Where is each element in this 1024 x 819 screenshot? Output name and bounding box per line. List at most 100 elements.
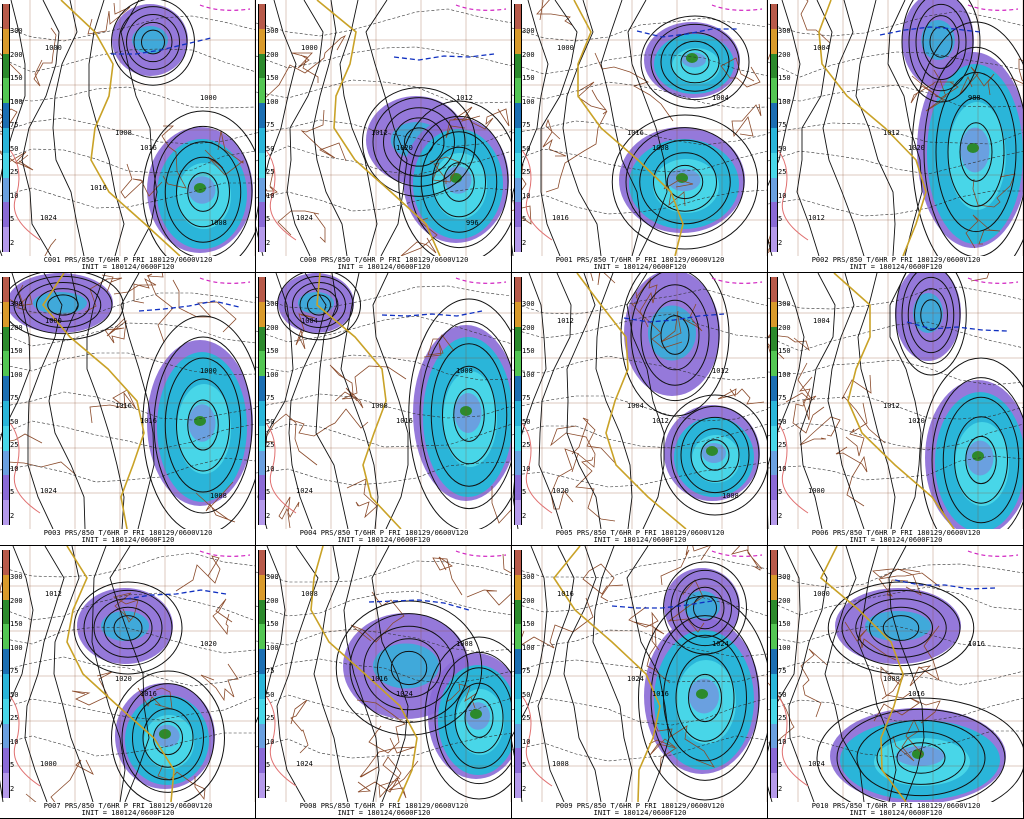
colorbar-swatch: [514, 351, 522, 377]
colorbar-tick-label: 300: [522, 300, 535, 308]
colorbar-swatch: [2, 748, 10, 774]
colorbar-tick-label: 300: [522, 27, 535, 35]
colorbar-tick-label: 5: [10, 488, 15, 496]
forecast-map: 1000 1008 1016 1024 1016: [768, 546, 1023, 802]
colorbar-swatch: [2, 425, 10, 451]
colorbar-swatch: [2, 152, 10, 178]
colorbar-tick-label: 10: [522, 464, 531, 473]
colorbar-tick-label: 25: [778, 168, 787, 176]
colorbar-tick-label: 100: [522, 97, 535, 106]
isobar-label: 1016: [557, 590, 574, 598]
colorbar-tick-label: 50: [778, 144, 787, 153]
isobar-label: 1024: [712, 640, 729, 648]
colorbar-swatch: [514, 550, 522, 575]
panel-caption: P010 PRS/850 T/6HR P FRI 180129/0600V120: [811, 802, 981, 810]
colorbar-tick-label: 10: [522, 191, 531, 200]
isobar-label: 1012: [45, 590, 62, 598]
colorbar-tick-label: 300: [778, 573, 791, 581]
colorbar-swatch: [2, 450, 10, 476]
colorbar-swatch: [2, 773, 10, 798]
colorbar-tick-label: 75: [522, 667, 531, 675]
colorbar-swatch: [2, 698, 10, 724]
isobar-label: 1020: [552, 487, 569, 495]
isobar-label: 1008: [552, 760, 569, 768]
precip-area: [664, 405, 760, 501]
forecast-map: 1004 1008 1016 1024 1008: [256, 273, 511, 529]
colorbar-tick-label: 150: [778, 347, 791, 355]
colorbar-swatch: [514, 202, 522, 228]
colorbar-swatch: [514, 450, 522, 476]
colorbar-tick-label: 300: [266, 573, 279, 581]
colorbar-tick-label: 25: [266, 714, 275, 722]
isobar-label: 1024: [40, 487, 57, 495]
colorbar-tick-label: 5: [778, 761, 783, 769]
colorbar-tick-label: 100: [10, 643, 23, 652]
colorbar-swatch: [2, 227, 10, 252]
colorbar-tick-label: 50: [266, 690, 275, 699]
colorbar-tick-label: 25: [522, 714, 531, 722]
precip-area: [147, 340, 253, 506]
colorbar-swatch: [770, 128, 778, 153]
colorbar-swatch: [770, 624, 778, 650]
precip-area: [830, 708, 1006, 802]
colorbar-tick-label: 10: [778, 191, 787, 200]
colorbar-tick-label: 5: [522, 488, 527, 496]
colorbar-tick-label: 10: [778, 737, 787, 746]
forecast-panel-c000: 1000 1012 1020 1024 1012 996 300 200 150 100 75 50 2…: [256, 0, 512, 273]
colorbar-swatch: [770, 425, 778, 451]
colorbar-swatch: [2, 28, 10, 54]
isobar-label: 1012: [883, 129, 900, 137]
isobar-label: 1000: [808, 487, 825, 495]
colorbar-tick-label: 150: [778, 620, 791, 628]
colorbar-swatch: [514, 599, 522, 625]
colorbar-swatch: [514, 748, 522, 774]
colorbar-tick-label: 25: [10, 441, 19, 449]
colorbar-tick-label: 200: [10, 50, 23, 59]
colorbar-tick-label: 200: [10, 596, 23, 605]
colorbar-tick-label: 200: [266, 323, 279, 332]
isobar-label: 1016: [90, 184, 107, 192]
colorbar-swatch: [2, 103, 10, 128]
colorbar-tick-label: 5: [10, 215, 15, 223]
colorbar-tick-label: 5: [266, 761, 271, 769]
colorbar-tick-label: 2: [10, 511, 15, 520]
colorbar-swatch: [258, 425, 266, 451]
isobar-label: 1008: [301, 590, 318, 598]
forecast-map: 1012 1020 1016 1000 1020: [0, 546, 255, 802]
colorbar-swatch: [2, 574, 10, 600]
colorbar-tick-label: 2: [778, 784, 783, 793]
colorbar-tick-label: 5: [522, 215, 527, 223]
colorbar-swatch: [258, 748, 266, 774]
colorbar-swatch: [2, 326, 10, 352]
colorbar-tick-label: 2: [266, 238, 271, 247]
colorbar-swatch: [514, 78, 522, 104]
isobar-label: 996: [466, 219, 479, 227]
colorbar-tick-label: 10: [266, 191, 275, 200]
colorbar-swatch: [770, 53, 778, 79]
colorbar-tick-label: 75: [10, 121, 19, 129]
colorbar-swatch: [770, 698, 778, 724]
isobar-label: 1024: [396, 690, 413, 698]
colorbar-tick-label: 300: [778, 27, 791, 35]
isobar-label: 1012: [371, 129, 388, 137]
forecast-panel-p004: 1004 1008 1016 1024 1008 300 200 150 100 75 50 25 10…: [256, 273, 512, 546]
isobar-label: 1024: [627, 675, 644, 683]
colorbar-tick-label: 50: [522, 144, 531, 153]
colorbar-tick-label: 75: [778, 667, 787, 675]
precip-area: [403, 117, 509, 243]
precip-colorbar: [514, 550, 522, 798]
colorbar-tick-label: 75: [10, 394, 19, 402]
precip-colorbar: [514, 4, 522, 252]
colorbar-tick-label: 75: [266, 394, 275, 402]
colorbar-tick-label: 25: [778, 714, 787, 722]
colorbar-tick-label: 75: [522, 121, 531, 129]
panel-caption: C000 PRS/850 T/6HR P FRI 180129/0600V120: [299, 256, 469, 264]
colorbar-swatch: [258, 277, 266, 302]
colorbar-swatch: [514, 28, 522, 54]
isobar-label: 1016: [968, 640, 985, 648]
panel-caption: C001 PRS/850 T/6HR P FRI 180129/0600V120: [43, 256, 213, 264]
colorbar-swatch: [770, 326, 778, 352]
panel-init-time: INIT = 180124/0600F120: [849, 263, 943, 271]
precip-area: [644, 22, 740, 98]
colorbar-swatch: [514, 277, 522, 302]
